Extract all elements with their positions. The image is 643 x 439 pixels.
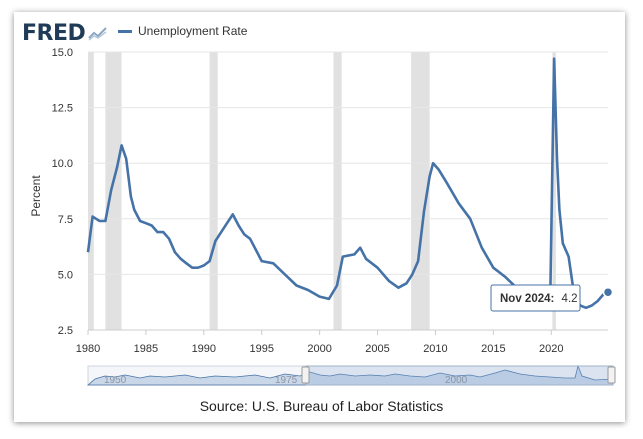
tooltip-box (490, 284, 581, 312)
tooltip: Nov 2024: 4.2 (490, 284, 581, 312)
y-tick-label: 12.5 (52, 103, 73, 115)
series-line (86, 57, 609, 310)
x-tick-label: 1990 (192, 343, 216, 355)
y-axis-label: Percent (29, 175, 43, 217)
x-tick-label: 2020 (539, 343, 563, 355)
recession-band-1 (105, 52, 122, 330)
navigator-label-1975: 1975 (275, 375, 298, 386)
recession-band-4 (411, 52, 430, 330)
navigator-label-2000: 2000 (445, 375, 468, 386)
x-tick-label: 2005 (365, 343, 389, 355)
legend-swatch (118, 29, 132, 33)
recession-band-2 (209, 52, 218, 330)
chart-line-icon (88, 27, 107, 41)
legend-label: Unemployment Rate (138, 24, 248, 38)
navigator-area (86, 364, 614, 386)
navigator-handle-right[interactable] (607, 366, 616, 384)
svg-text:Nov 2024: 4.2: Nov 2024: 4.2 (500, 293, 578, 305)
y-axis: 2.5 5.0 7.5 10.0 12.5 15.0 (52, 47, 73, 337)
x-axis: 1980 1985 1990 1995 2000 2005 2010 2015 2020 (76, 329, 608, 355)
recession-band-3 (333, 52, 342, 330)
recession-bands (88, 52, 556, 330)
series-unemployment-rate (86, 57, 614, 310)
legend[interactable]: Unemployment Rate (118, 24, 247, 38)
x-tick-label: 1985 (134, 343, 158, 355)
x-tick-label: 1980 (76, 343, 100, 355)
y-tick-label: 5.0 (58, 269, 73, 281)
recession-band-0 (88, 52, 94, 330)
navigator-label-1950: 1950 (104, 375, 127, 386)
y-tick-label: 2.5 (58, 325, 73, 337)
navigator[interactable]: 1950 1975 2000 (86, 364, 616, 386)
tooltip-label: Nov 2024: (500, 293, 554, 305)
x-tick-label: 2010 (423, 343, 447, 355)
logo-text: FRED (22, 20, 86, 46)
y-tick-label: 15.0 (52, 47, 73, 59)
source-text: Source: U.S. Bureau of Labor Statistics (199, 398, 444, 414)
recession-band-5 (552, 52, 556, 330)
tooltip-value: 4.2 (562, 293, 578, 305)
navigator-handle-left[interactable] (301, 366, 310, 384)
y-tick-label: 10.0 (52, 158, 73, 170)
hover-point[interactable] (602, 286, 614, 298)
x-tick-label: 2015 (481, 343, 505, 355)
x-tick-label: 2000 (307, 343, 331, 355)
y-tick-label: 7.5 (58, 214, 73, 226)
x-tick-label: 1995 (249, 343, 273, 355)
fred-logo[interactable]: FRED (22, 20, 108, 46)
